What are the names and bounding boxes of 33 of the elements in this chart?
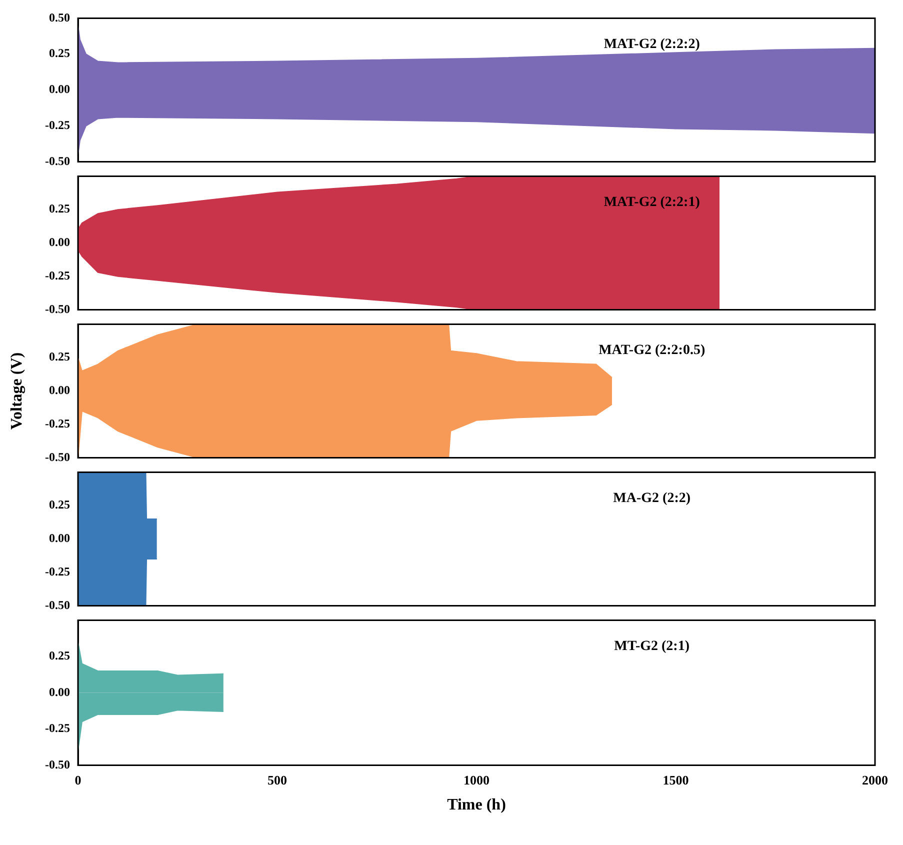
y-tick-label: -0.25	[45, 721, 70, 736]
y-tick-label: -0.50	[45, 598, 70, 612]
y-tick-label: -0.50	[45, 757, 70, 772]
y-tick-label: -0.25	[45, 118, 70, 132]
x-axis-title: Time (h)	[447, 796, 506, 814]
y-tick-label: 0.00	[49, 235, 70, 250]
y-tick-label: 0.00	[49, 82, 70, 96]
series-label: MAT-G2 (2:2:2)	[604, 36, 700, 52]
y-tick-label: -0.25	[45, 416, 70, 430]
y-tick-label: 0.00	[49, 383, 70, 398]
text: MT-G2 (2:1)	[614, 638, 690, 654]
y-axis-title: Voltage (V)	[8, 352, 26, 430]
x-tick-label: 0	[74, 772, 82, 788]
y-tick-label: -0.25	[45, 268, 70, 282]
y-tick-label: 0.00	[49, 684, 70, 699]
y-tick-label: 0.25	[49, 498, 70, 512]
text: MA-G2 (2:2)	[613, 490, 691, 506]
y-tick-label: -0.50	[45, 450, 70, 464]
y-tick-label: -0.25	[45, 564, 70, 578]
y-tick-label: 0.25	[49, 46, 70, 60]
y-tick-label: 0.25	[49, 350, 70, 364]
y-tick-label: -0.50	[45, 302, 70, 316]
y-tick-label: 0.25	[49, 202, 70, 216]
y-tick-label: 0.25	[49, 648, 70, 663]
x-tick-label: 500	[268, 772, 287, 788]
y-tick-label: 0.50	[49, 10, 70, 24]
y-tick-label: -0.50	[45, 154, 70, 168]
y-tick-label: 0.00	[49, 531, 70, 546]
series-label: MAT-G2 (2:2:1)	[604, 194, 700, 210]
x-tick-label: 1000	[464, 772, 490, 788]
x-tick-label: 2000	[862, 772, 888, 788]
series-label: MAT-G2 (2:2:0.5)	[598, 342, 706, 358]
x-tick-label: 1500	[662, 772, 689, 788]
